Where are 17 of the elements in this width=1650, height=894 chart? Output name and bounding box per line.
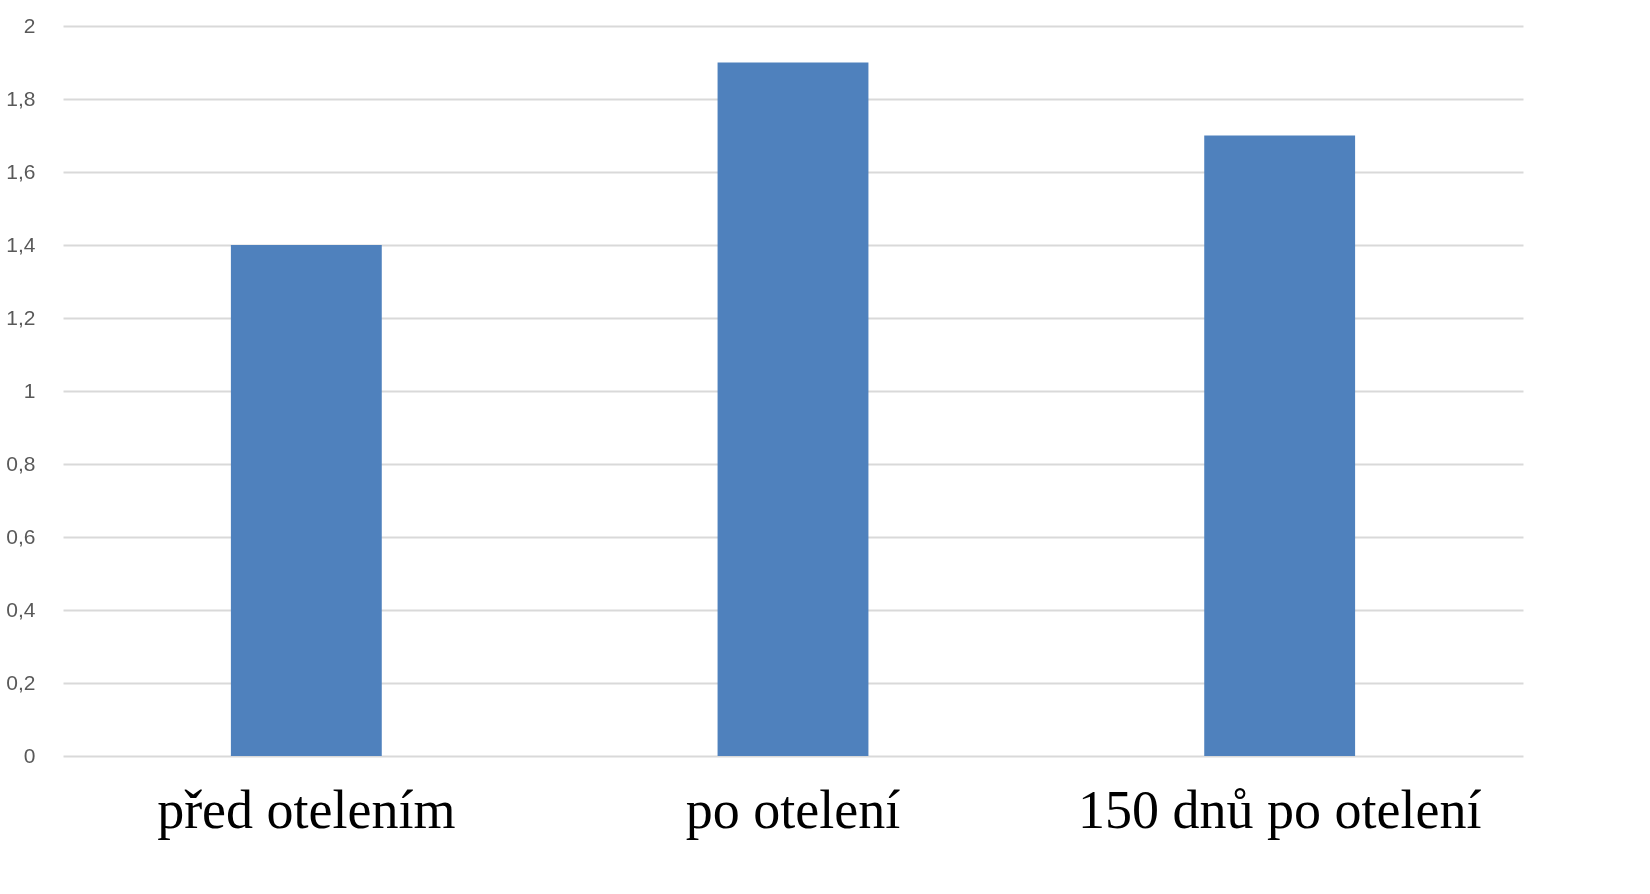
x-tick-label: před otelením [157, 779, 456, 840]
y-tick-label: 0,8 [6, 451, 36, 475]
bar [1204, 135, 1356, 756]
y-tick-label: 1,2 [6, 305, 36, 329]
x-tick-label: 150 dnů po otelení [1077, 779, 1482, 840]
y-tick-label: 2 [23, 13, 36, 37]
y-tick-label: 1 [23, 378, 36, 402]
bar [717, 62, 869, 756]
bar [230, 245, 382, 756]
y-tick-label: 1,8 [6, 86, 36, 110]
y-tick-label: 0 [23, 743, 36, 767]
x-tick-label: po otelení [685, 779, 901, 840]
y-tick-label: 0,6 [6, 524, 36, 548]
y-tick-label: 0,4 [6, 597, 36, 621]
y-tick-label: 1,6 [6, 159, 36, 183]
y-tick-label: 0,2 [6, 670, 36, 694]
y-tick-label: 1,4 [6, 232, 36, 256]
